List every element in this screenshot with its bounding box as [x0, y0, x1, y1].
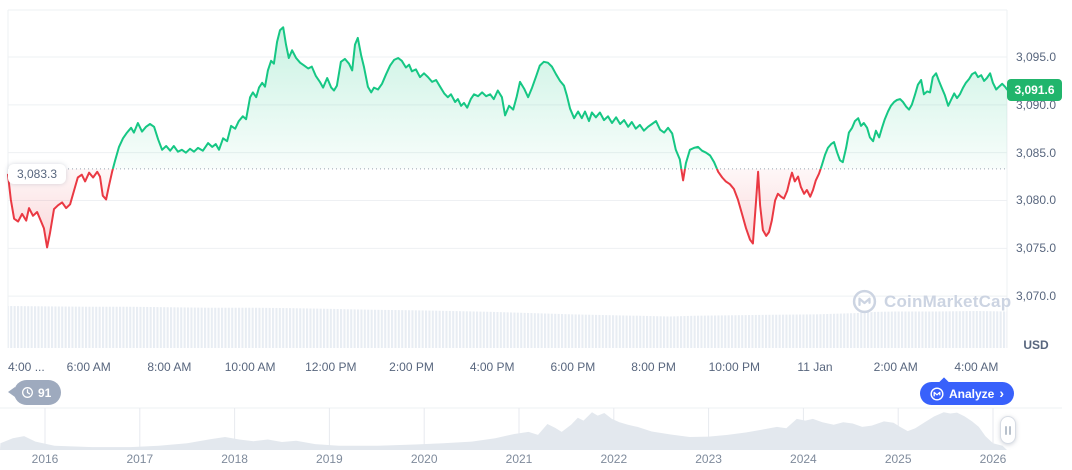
x-axis-tick-label: 2:00 AM [873, 360, 918, 374]
x-axis-tick-label: 12:00 PM [305, 360, 357, 374]
minimap-year-label: 2026 [979, 452, 1007, 466]
history-count-badge[interactable]: 91 [7, 380, 62, 405]
minimap-year-label: 2017 [126, 452, 154, 466]
y-axis-unit-label: USD [1023, 338, 1049, 352]
y-axis-tick-label: 3,090.0 [1015, 97, 1057, 112]
x-axis-tick-label: 4:00 ... [8, 360, 45, 374]
x-axis-tick-label: 6:00 AM [66, 360, 111, 374]
history-count: 91 [38, 385, 52, 400]
x-axis-tick-label: 4:00 PM [469, 360, 515, 374]
analyze-button[interactable]: Analyze › [920, 382, 1015, 405]
minimap-area[interactable] [0, 412, 1007, 450]
chevron-right-icon: › [999, 385, 1005, 401]
minimap-year-label: 2025 [884, 452, 912, 466]
current-price-badge: 3,091.6 [1007, 79, 1062, 101]
price-area-negative [8, 168, 821, 248]
minimap-year-label: 2016 [31, 452, 59, 466]
minimap-year-label: 2022 [600, 452, 628, 466]
y-axis-tick-label: 3,080.0 [1015, 193, 1057, 208]
x-axis-tick-label: 6:00 PM [550, 360, 596, 374]
minimap-slider-handle[interactable] [1000, 416, 1016, 444]
x-axis-tick-label: 4:00 AM [954, 360, 999, 374]
y-axis-tick-label: 3,070.0 [1015, 289, 1057, 304]
minimap-year-label: 2023 [695, 452, 722, 466]
y-axis-tick-label: 3,095.0 [1015, 50, 1057, 64]
minimap-year-label: 2018 [221, 452, 248, 466]
coinmarketcap-watermark: CoinMarketCap [852, 289, 1011, 314]
x-axis-tick-label: 2:00 PM [389, 360, 434, 374]
x-axis-tick-label: 10:00 PM [708, 360, 760, 374]
volume-bars [8, 306, 1008, 348]
minimap-year-label: 2021 [505, 452, 533, 466]
price-line-positive [111, 26, 1009, 169]
x-axis-tick-label: 10:00 AM [224, 360, 276, 374]
minimap-year-label: 2019 [316, 452, 343, 466]
history-clock-icon [22, 387, 33, 398]
y-axis-tick-label: 3,075.0 [1015, 241, 1057, 256]
minimap-year-label: 2020 [410, 452, 438, 466]
x-axis-tick-label: 8:00 PM [631, 360, 676, 374]
baseline-price-label: 3,083.3 [8, 164, 67, 184]
coinmarketcap-logo-icon [852, 289, 877, 314]
minimap-year-label: 2024 [790, 452, 817, 466]
price-area-positive [8, 27, 1008, 169]
watermark-text: CoinMarketCap [884, 291, 1012, 311]
x-axis-tick-label: 8:00 AM [147, 360, 192, 374]
coinmarketcap-logo-icon [930, 386, 944, 401]
x-axis-tick-label: 11 Jan [797, 360, 833, 374]
analyze-label: Analyze [949, 386, 995, 401]
y-axis-tick-label: 3,085.0 [1015, 145, 1057, 160]
